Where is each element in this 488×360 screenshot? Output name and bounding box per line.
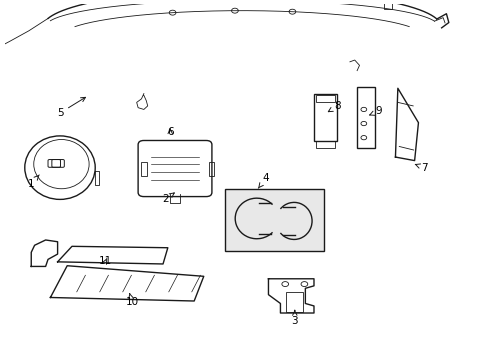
Bar	[285, 292, 303, 312]
Text: 2: 2	[162, 193, 174, 204]
Text: 10: 10	[125, 294, 138, 307]
Bar	[346, 0, 353, 3]
Bar	[316, 141, 334, 148]
Bar	[208, 162, 214, 176]
Text: 5: 5	[57, 97, 85, 118]
Text: 4: 4	[258, 173, 269, 188]
Bar	[384, 1, 391, 9]
Text: 6: 6	[166, 127, 173, 138]
Bar	[135, 0, 142, 3]
Bar	[141, 162, 147, 176]
Text: 8: 8	[327, 101, 341, 112]
Bar	[316, 95, 334, 102]
Bar	[313, 94, 336, 141]
Text: 9: 9	[369, 106, 381, 116]
Text: 7: 7	[414, 163, 427, 173]
Text: 3: 3	[291, 310, 298, 326]
Bar	[356, 86, 375, 148]
Bar	[225, 189, 323, 251]
Text: 1: 1	[28, 175, 39, 189]
Text: 11: 11	[99, 256, 112, 266]
